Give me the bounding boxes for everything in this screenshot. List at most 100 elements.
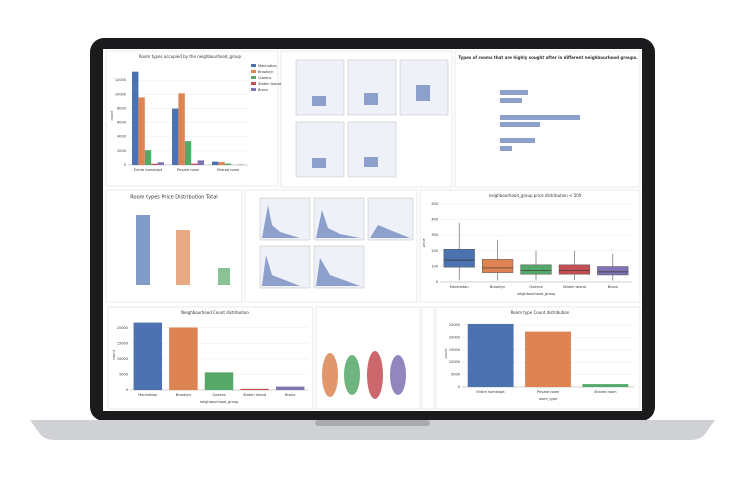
legend-swatch <box>251 76 256 79</box>
x-tick-label: Brooklyn <box>490 285 505 289</box>
panel-title: Types of rooms that are highly sought af… <box>458 55 638 60</box>
box <box>444 249 475 267</box>
y-tick-label: 0 <box>124 163 126 167</box>
hbar-decor <box>500 138 535 143</box>
y-tick-label: 8000 <box>117 106 126 110</box>
box <box>482 259 513 272</box>
panel <box>422 307 434 409</box>
x-axis-label: neighbourhood_group <box>517 292 556 296</box>
bar <box>185 141 191 165</box>
legend-swatch <box>251 70 256 73</box>
hbar-decor <box>500 90 528 95</box>
bar <box>132 72 138 165</box>
bar <box>151 164 157 165</box>
x-axis-label: neighbourhood_group <box>200 400 239 404</box>
legend-swatch <box>251 64 256 67</box>
y-axis-label: count <box>444 348 448 359</box>
bar <box>138 97 144 165</box>
y-tick-label: 0 <box>126 388 128 392</box>
laptop-notch <box>315 420 430 426</box>
y-tick-label: 2000 <box>117 149 126 153</box>
bar <box>525 332 571 387</box>
strip <box>218 268 230 285</box>
x-tick-label: Staten Island <box>563 285 586 289</box>
y-tick-label: 10000 <box>117 357 128 361</box>
box <box>521 265 552 274</box>
bar <box>218 162 224 165</box>
y-tick-label: 25000 <box>449 323 460 327</box>
x-tick-label: Queens <box>212 393 225 397</box>
x-tick-label: Staten Island <box>243 393 266 397</box>
y-tick-label: 10000 <box>449 360 460 364</box>
bar <box>158 162 164 165</box>
y-tick-label: 6000 <box>117 121 126 125</box>
bar <box>172 109 178 165</box>
box-decor <box>312 96 326 106</box>
y-tick-label: 5000 <box>451 373 460 377</box>
legend-label: Manhattan <box>258 64 277 68</box>
violin-decor <box>390 355 406 395</box>
facet <box>296 60 344 115</box>
x-tick-label: Entire home/apt <box>477 390 506 394</box>
hbar-decor <box>500 146 512 151</box>
y-tick-label: 100 <box>431 264 438 268</box>
facet <box>348 60 396 115</box>
violin-decor <box>344 355 360 395</box>
y-tick-label: 15000 <box>117 341 128 345</box>
y-axis-label: price <box>422 239 426 248</box>
y-tick-label: 200 <box>431 249 438 253</box>
bar <box>145 150 151 165</box>
box-decor <box>364 93 378 105</box>
y-tick-label: 4000 <box>117 135 126 139</box>
y-tick-label: 300 <box>431 233 438 237</box>
hbar-decor <box>500 98 522 103</box>
panel <box>106 190 242 302</box>
facet <box>348 122 396 177</box>
violin-decor <box>322 353 338 397</box>
chart-title: Room types occupied by the neighbourhood… <box>139 54 242 59</box>
y-axis-label: count <box>110 110 114 121</box>
y-tick-label: 400 <box>431 218 438 222</box>
bar <box>198 160 204 165</box>
x-tick-label: Entire home/apt <box>134 168 163 172</box>
facet <box>296 122 344 177</box>
x-tick-label: Private room <box>537 390 560 394</box>
legend-label: Queens <box>258 76 271 80</box>
y-axis-label: count <box>112 349 116 360</box>
legend-swatch <box>251 82 256 85</box>
bar <box>225 164 231 165</box>
y-tick-label: 0 <box>436 280 438 284</box>
y-tick-label: 20000 <box>449 335 460 339</box>
box-decor <box>416 85 430 101</box>
box <box>597 267 628 275</box>
bar <box>169 327 197 390</box>
hbar-decor <box>500 115 580 120</box>
bar <box>205 372 233 390</box>
y-tick-label: 20000 <box>117 326 128 330</box>
strip <box>176 230 190 285</box>
legend-label: Brooklyn <box>258 70 273 74</box>
chart-title: Room type Count distribution <box>511 310 570 315</box>
x-tick-label: Manhattan <box>138 393 157 397</box>
box-decor <box>364 157 378 167</box>
chart-title: Neighbourhood Count distribution <box>181 310 249 315</box>
y-tick-label: 15000 <box>449 348 460 352</box>
x-tick-label: Queens <box>529 285 542 289</box>
legend-label: Bronx <box>258 88 268 92</box>
bar <box>276 387 304 390</box>
bar <box>240 389 268 390</box>
legend-swatch <box>251 88 256 91</box>
y-tick-label: 12000 <box>115 78 126 82</box>
violin-decor <box>367 351 383 399</box>
bar <box>134 323 162 390</box>
y-tick-label: 10000 <box>115 92 126 96</box>
strip <box>136 215 150 285</box>
y-tick-label: 5000 <box>119 372 128 376</box>
x-tick-label: Brooklyn <box>176 393 191 397</box>
panel-title: Room types Price Distribution Total <box>130 195 217 201</box>
bar <box>191 164 197 165</box>
box <box>559 265 590 274</box>
y-tick-label: 500 <box>431 202 438 206</box>
x-tick-label: Bronx <box>608 285 618 289</box>
